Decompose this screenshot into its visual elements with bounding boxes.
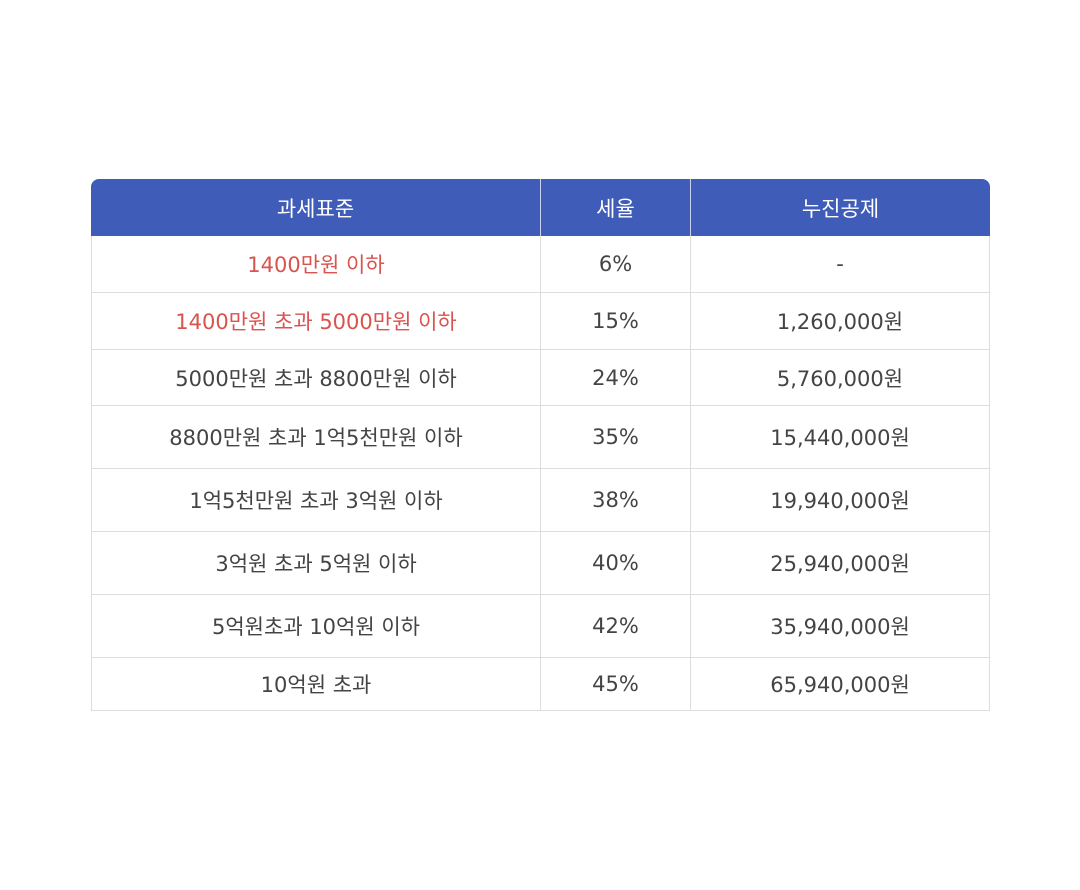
table-row: 1400만원 이하 6% - — [91, 236, 990, 293]
header-tax-rate: 세율 — [541, 179, 691, 236]
table-row: 1억5천만원 초과 3억원 이하 38% 19,940,000원 — [91, 469, 990, 532]
tax-bracket-cell: 5000만원 초과 8800만원 이하 — [91, 350, 541, 406]
table-row: 3억원 초과 5억원 이하 40% 25,940,000원 — [91, 532, 990, 595]
deduction-cell: 25,940,000원 — [691, 532, 990, 595]
table-row: 8800만원 초과 1억5천만원 이하 35% 15,440,000원 — [91, 406, 990, 469]
tax-rate-cell: 15% — [541, 293, 691, 350]
deduction-cell: 35,940,000원 — [691, 595, 990, 658]
table-row: 1400만원 초과 5000만원 이하 15% 1,260,000원 — [91, 293, 990, 350]
table-row: 10억원 초과 45% 65,940,000원 — [91, 658, 990, 711]
tax-bracket-cell: 1400만원 초과 5000만원 이하 — [91, 293, 541, 350]
tax-bracket-cell: 8800만원 초과 1억5천만원 이하 — [91, 406, 541, 469]
tax-rate-cell: 35% — [541, 406, 691, 469]
tax-bracket-cell: 3억원 초과 5억원 이하 — [91, 532, 541, 595]
deduction-cell: 65,940,000원 — [691, 658, 990, 711]
deduction-cell: 19,940,000원 — [691, 469, 990, 532]
table-row: 5억원초과 10억원 이하 42% 35,940,000원 — [91, 595, 990, 658]
tax-bracket-cell: 10억원 초과 — [91, 658, 541, 711]
tax-rate-cell: 6% — [541, 236, 691, 293]
tax-rate-table: 과세표준 세율 누진공제 1400만원 이하 6% - 1400만원 초과 50… — [91, 179, 990, 711]
tax-rate-cell: 38% — [541, 469, 691, 532]
table-row: 5000만원 초과 8800만원 이하 24% 5,760,000원 — [91, 350, 990, 406]
header-progressive-deduction: 누진공제 — [691, 179, 990, 236]
tax-rate-cell: 24% — [541, 350, 691, 406]
tax-rate-cell: 40% — [541, 532, 691, 595]
tax-bracket-cell: 1400만원 이하 — [91, 236, 541, 293]
table-header-row: 과세표준 세율 누진공제 — [91, 179, 990, 236]
tax-bracket-cell: 5억원초과 10억원 이하 — [91, 595, 541, 658]
deduction-cell: 5,760,000원 — [691, 350, 990, 406]
tax-bracket-cell: 1억5천만원 초과 3억원 이하 — [91, 469, 541, 532]
header-tax-base: 과세표준 — [91, 179, 541, 236]
deduction-cell: 15,440,000원 — [691, 406, 990, 469]
deduction-cell: 1,260,000원 — [691, 293, 990, 350]
tax-rate-cell: 42% — [541, 595, 691, 658]
deduction-cell: - — [691, 236, 990, 293]
tax-rate-cell: 45% — [541, 658, 691, 711]
